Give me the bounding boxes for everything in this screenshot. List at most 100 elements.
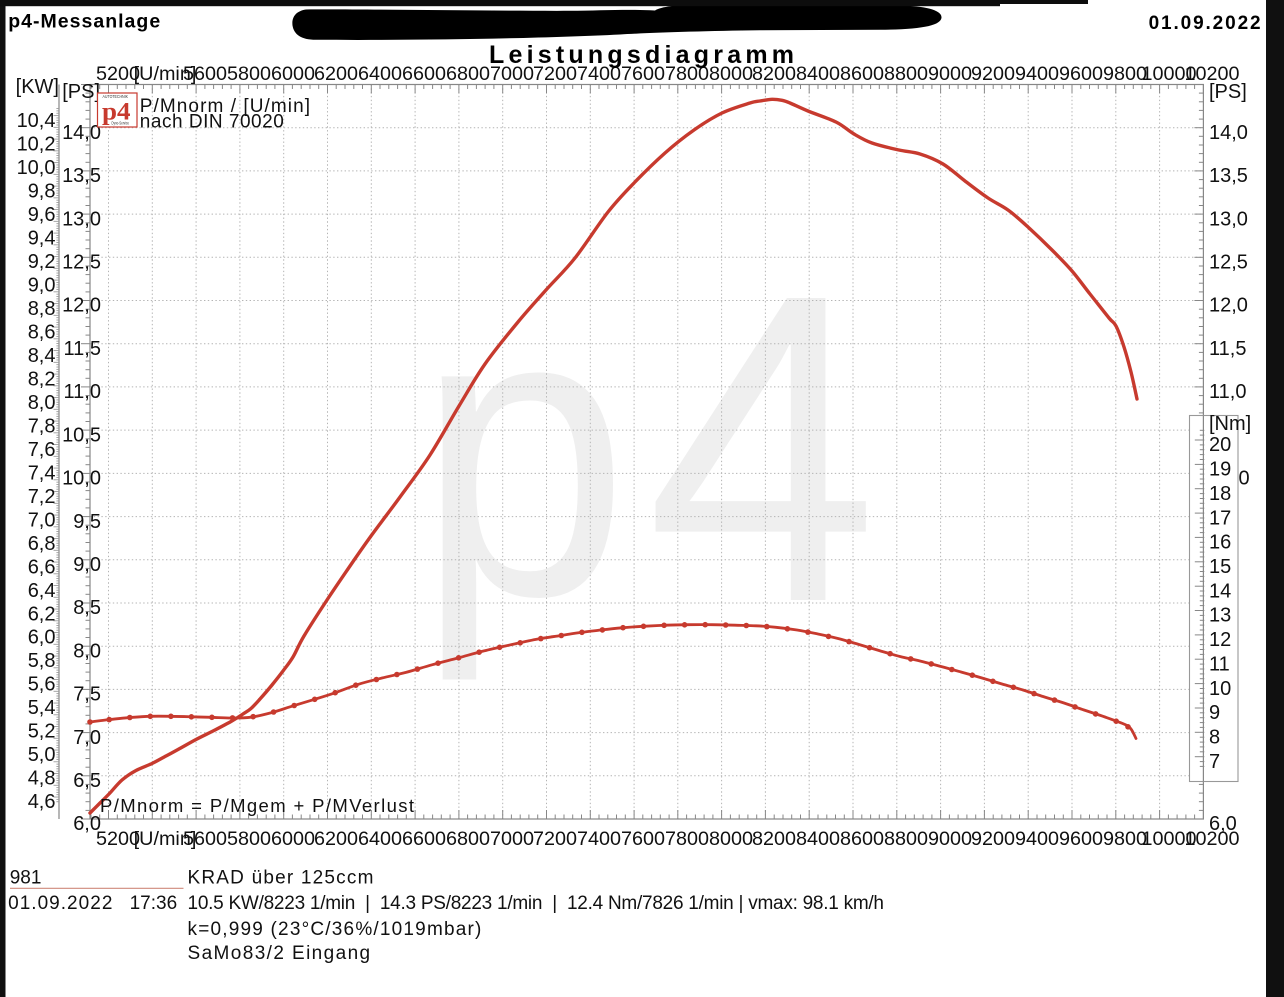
svg-text:7400: 7400 <box>577 63 621 85</box>
svg-text:6,4: 6,4 <box>28 580 56 602</box>
svg-text:6400: 6400 <box>358 63 402 85</box>
svg-text:7400: 7400 <box>577 828 621 850</box>
svg-text:11,5: 11,5 <box>1209 338 1246 360</box>
svg-text:12,5: 12,5 <box>62 252 101 274</box>
svg-text:11: 11 <box>1209 653 1230 675</box>
svg-text:KRAD über 125ccm: KRAD über 125ccm <box>188 868 375 889</box>
svg-text:5200: 5200 <box>96 828 140 850</box>
svg-text:14,0: 14,0 <box>62 122 101 144</box>
svg-text:6400: 6400 <box>358 828 402 850</box>
svg-text:8600: 8600 <box>840 828 884 850</box>
svg-text:9000: 9000 <box>928 828 972 850</box>
svg-text:[KW]: [KW] <box>16 76 59 98</box>
svg-text:8,6: 8,6 <box>28 321 56 343</box>
svg-text:10,0: 10,0 <box>17 157 56 179</box>
svg-text:10200: 10200 <box>1184 828 1239 850</box>
svg-text:7000: 7000 <box>490 828 534 850</box>
svg-text:10000: 10000 <box>1141 828 1196 850</box>
svg-text:8: 8 <box>1209 727 1220 749</box>
svg-text:01.09.2022: 01.09.2022 <box>8 893 112 914</box>
svg-text:0: 0 <box>1239 468 1250 490</box>
svg-text:[U/min]: [U/min] <box>134 828 197 850</box>
svg-text:7,5: 7,5 <box>73 684 101 706</box>
svg-text:14,0: 14,0 <box>1209 122 1248 144</box>
svg-text:4,6: 4,6 <box>28 791 56 813</box>
svg-text:7800: 7800 <box>665 828 709 850</box>
svg-text:9200: 9200 <box>971 63 1015 85</box>
svg-text:7800: 7800 <box>665 63 709 85</box>
svg-text:9600: 9600 <box>1059 828 1103 850</box>
svg-text:6600: 6600 <box>402 828 446 850</box>
svg-text:7600: 7600 <box>621 828 665 850</box>
svg-text:9400: 9400 <box>1015 63 1059 85</box>
svg-text:p: p <box>417 222 629 684</box>
svg-text:9,5: 9,5 <box>73 511 101 533</box>
svg-text:01.09.2022: 01.09.2022 <box>1149 13 1261 34</box>
svg-text:6200: 6200 <box>314 63 358 85</box>
svg-text:19: 19 <box>1209 459 1231 481</box>
svg-text:Dyno-Service: Dyno-Service <box>112 121 130 126</box>
svg-text:13,5: 13,5 <box>62 165 101 187</box>
svg-text:6800: 6800 <box>446 63 490 85</box>
svg-text:5200: 5200 <box>96 63 140 85</box>
svg-text:p4: p4 <box>102 99 131 126</box>
svg-text:7,0: 7,0 <box>73 727 101 749</box>
svg-text:7,0: 7,0 <box>28 509 56 531</box>
svg-text:9,4: 9,4 <box>28 227 56 249</box>
svg-text:7,8: 7,8 <box>28 415 56 437</box>
svg-text:p4-Messanlage: p4-Messanlage <box>8 11 160 33</box>
svg-text:15: 15 <box>1209 556 1231 578</box>
svg-text:12: 12 <box>1209 629 1231 651</box>
svg-text:12,0: 12,0 <box>1209 295 1248 317</box>
svg-text:8800: 8800 <box>884 63 928 85</box>
svg-text:4: 4 <box>646 204 878 694</box>
svg-text:20: 20 <box>1209 434 1231 456</box>
svg-text:7,2: 7,2 <box>28 486 56 508</box>
svg-text:5800: 5800 <box>227 828 271 850</box>
svg-text:8800: 8800 <box>884 828 928 850</box>
svg-text:7,6: 7,6 <box>28 439 56 461</box>
svg-text:13,5: 13,5 <box>1209 165 1248 187</box>
svg-text:[U/min]: [U/min] <box>134 63 197 85</box>
svg-text:6,2: 6,2 <box>28 603 56 625</box>
svg-text:8,2: 8,2 <box>28 368 56 390</box>
svg-text:6,0: 6,0 <box>28 627 56 649</box>
svg-text:6200: 6200 <box>314 828 358 850</box>
svg-text:7: 7 <box>1209 751 1220 773</box>
svg-text:9: 9 <box>1209 702 1220 724</box>
svg-text:5800: 5800 <box>227 63 271 85</box>
svg-text:9200: 9200 <box>971 828 1015 850</box>
svg-text:5600: 5600 <box>183 63 227 85</box>
svg-text:18: 18 <box>1209 483 1231 505</box>
svg-text:6000: 6000 <box>271 828 315 850</box>
svg-text:8,4: 8,4 <box>28 345 56 367</box>
svg-text:10,5: 10,5 <box>62 424 101 446</box>
svg-text:9800: 9800 <box>1103 63 1147 85</box>
svg-text:8200: 8200 <box>752 828 796 850</box>
svg-text:11,0: 11,0 <box>1209 381 1246 403</box>
svg-text:9,0: 9,0 <box>28 274 56 296</box>
svg-text:P/Mnorm / [U/min]: P/Mnorm / [U/min] <box>140 96 310 117</box>
svg-text:5,8: 5,8 <box>28 650 56 672</box>
svg-text:6,0: 6,0 <box>73 813 101 835</box>
svg-text:8600: 8600 <box>840 63 884 85</box>
svg-text:8,0: 8,0 <box>73 640 101 662</box>
svg-text:7200: 7200 <box>533 828 577 850</box>
svg-text:9,2: 9,2 <box>28 251 56 273</box>
svg-text:7000: 7000 <box>490 63 534 85</box>
svg-text:13: 13 <box>1209 605 1231 627</box>
svg-text:13,0: 13,0 <box>1209 208 1248 230</box>
svg-text:9600: 9600 <box>1059 63 1103 85</box>
svg-text:9,0: 9,0 <box>73 554 101 576</box>
svg-text:8000: 8000 <box>709 828 753 850</box>
svg-text:8400: 8400 <box>796 828 840 850</box>
svg-text:6,8: 6,8 <box>28 533 56 555</box>
svg-text:k=0,999 (23°C/36%/1019mbar): k=0,999 (23°C/36%/1019mbar) <box>188 919 483 940</box>
svg-text:11,0: 11,0 <box>64 381 101 403</box>
svg-text:10200: 10200 <box>1184 63 1239 85</box>
svg-text:nach DIN 70020: nach DIN 70020 <box>140 112 284 133</box>
svg-text:[PS]: [PS] <box>1209 81 1247 103</box>
svg-text:9,6: 9,6 <box>28 204 56 226</box>
svg-text:5,2: 5,2 <box>28 721 56 743</box>
svg-text:7200: 7200 <box>533 63 577 85</box>
